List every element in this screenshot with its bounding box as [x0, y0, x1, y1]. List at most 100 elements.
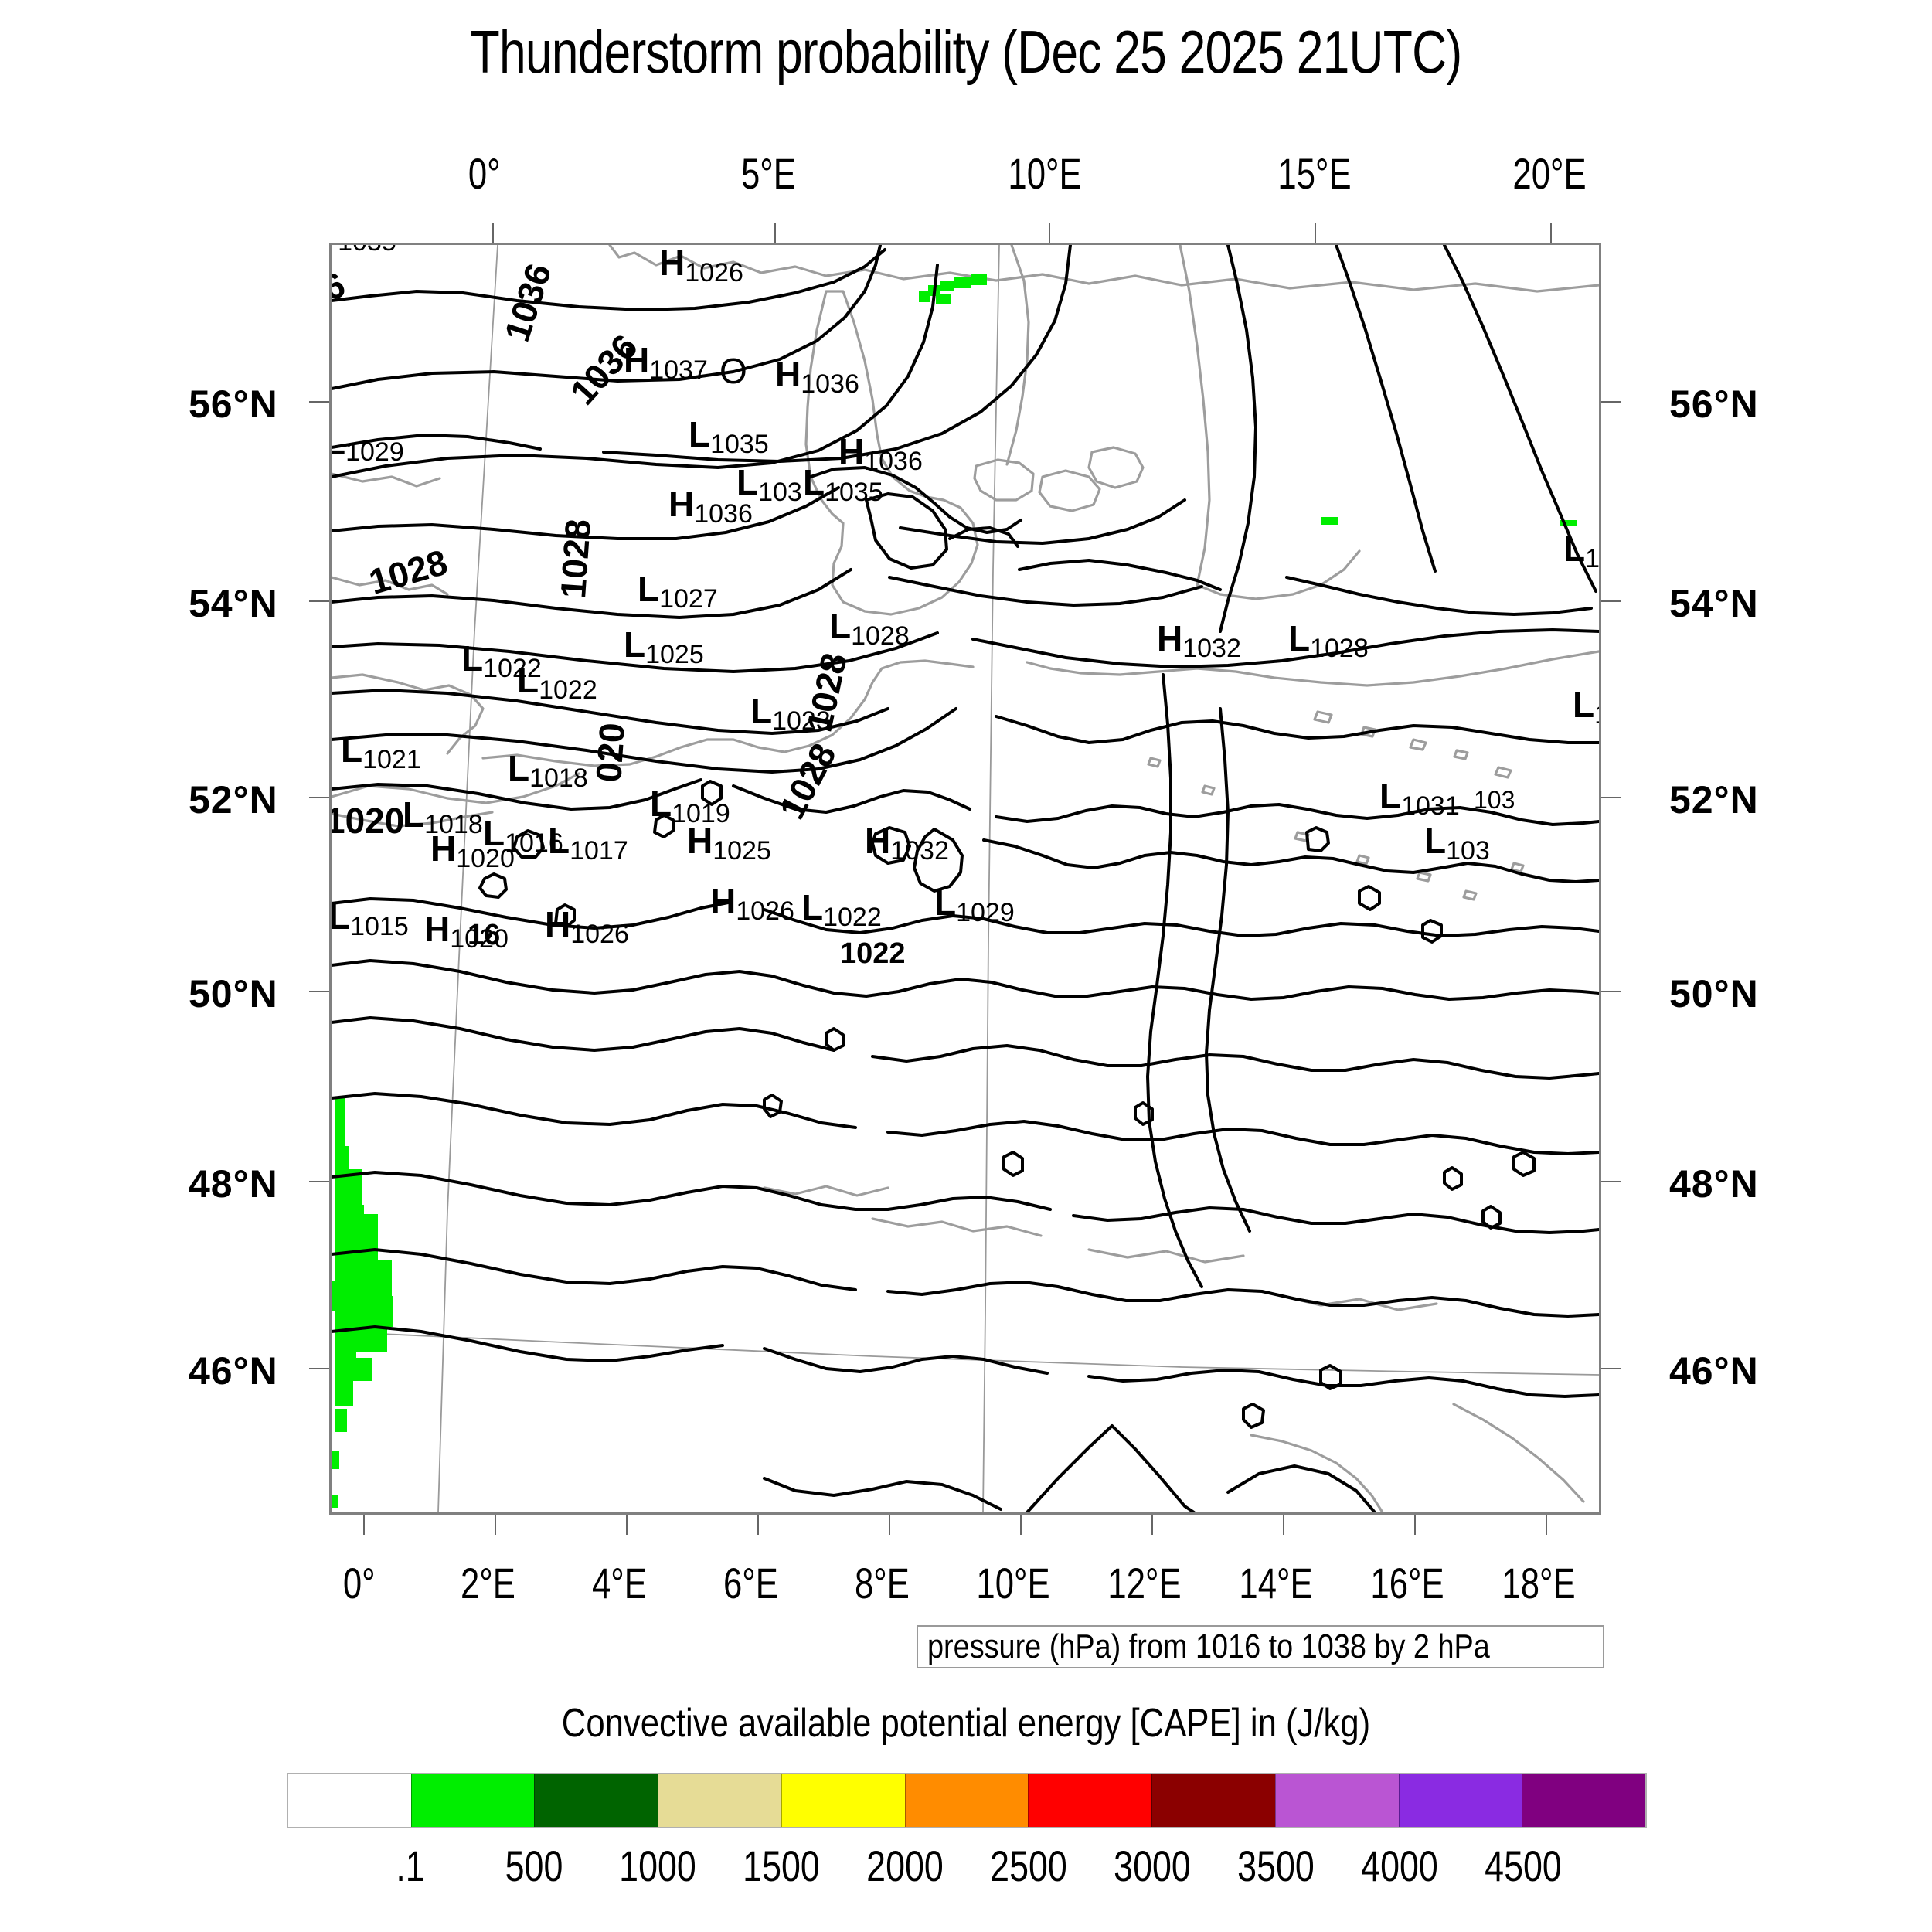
- colorbar-segment-3: [658, 1774, 781, 1827]
- pressure-center-marker: L1021: [341, 730, 421, 774]
- axis-tick-right: [1601, 797, 1621, 798]
- colorbar-segment-9: [1398, 1774, 1522, 1827]
- colorbar-tick-4: 2000: [866, 1842, 944, 1890]
- lat-label-left: 46°N: [189, 1349, 278, 1393]
- pressure-center-marker: H1037: [624, 340, 708, 385]
- pressure-center-marker: 103: [1474, 786, 1515, 814]
- pressure-center-marker: L1028: [1288, 618, 1369, 663]
- pressure-center-marker: L1025: [624, 624, 704, 669]
- axis-tick-bottom: [1151, 1515, 1153, 1535]
- graticule: [332, 245, 1599, 1512]
- axis-tick-top: [492, 223, 494, 243]
- map-plot-area: L1035 L1029 L1021 H1037 O H1036 L1035 H1…: [329, 243, 1601, 1515]
- pressure-center-marker: H1036: [838, 431, 923, 476]
- lat-label-right: 56°N: [1669, 383, 1759, 426]
- axis-tick-bottom: [495, 1515, 496, 1535]
- lon-label-top: 20°E: [1512, 149, 1587, 198]
- pressure-center-marker: H1032: [1157, 618, 1241, 663]
- axis-tick-bottom: [1020, 1515, 1022, 1535]
- colorbar-segment-7: [1151, 1774, 1275, 1827]
- colorbar-segment-0: [288, 1774, 411, 1827]
- pressure-center-marker: H1025: [687, 821, 771, 866]
- contour-label: 1022: [840, 937, 906, 970]
- colorbar-tick-labels: .1 500 1000 1500 2000 2500 3000 3500 4000 4500: [287, 1841, 1647, 1895]
- lat-label-right: 50°N: [1669, 972, 1759, 1015]
- axis-tick-right: [1601, 600, 1621, 602]
- axis-tick-left: [309, 797, 329, 798]
- axis-tick-top: [774, 223, 776, 243]
- axis-tick-right: [1601, 991, 1621, 992]
- lon-label-bottom: 8°E: [854, 1559, 910, 1607]
- colorbar-tick-3: 1500: [743, 1842, 820, 1890]
- colorbar-tick-9: 4500: [1485, 1842, 1562, 1890]
- pressure-center-marker: L1029: [934, 883, 1015, 927]
- pressure-center-marker: L1022: [517, 660, 597, 705]
- cape-colorbar: [287, 1773, 1647, 1828]
- pressure-center-marker: L1016: [483, 813, 563, 858]
- pressure-center-marker: L1018: [403, 794, 483, 839]
- axis-tick-bottom: [889, 1515, 890, 1535]
- axis-tick-left: [309, 600, 329, 602]
- axis-tick-right: [1601, 1368, 1621, 1369]
- pressure-center-marker: L1018: [508, 748, 588, 793]
- lon-label-bottom: 14°E: [1239, 1559, 1313, 1607]
- pressure-center-marker: L1022: [461, 638, 542, 683]
- axis-tick-left: [309, 991, 329, 992]
- lon-label-top: 0°: [468, 149, 501, 198]
- axis-tick-bottom: [1546, 1515, 1547, 1535]
- pressure-center-marker: H1020: [424, 909, 509, 954]
- axis-tick-left: [309, 1181, 329, 1182]
- axis-tick-top: [1049, 223, 1050, 243]
- pressure-center-marker: L1019: [650, 784, 730, 828]
- pressure-center-marker: H1020: [430, 828, 515, 873]
- lat-label-left: 48°N: [189, 1162, 278, 1206]
- pressure-center-marker: L1017: [548, 821, 628, 866]
- pressure-center-marker: H1032: [865, 821, 949, 866]
- colorbar-tick-5: 2500: [990, 1842, 1067, 1890]
- colorbar-segment-2: [534, 1774, 658, 1827]
- pressure-center-marker: O: [719, 351, 747, 391]
- colorbar-tick-2: 1000: [619, 1842, 696, 1890]
- coastlines: [332, 245, 1599, 1512]
- pressure-contours: [332, 245, 1599, 1512]
- lat-label-right: 48°N: [1669, 1162, 1759, 1206]
- lat-label-left: 52°N: [189, 778, 278, 821]
- pressure-center-marker: L1035: [689, 414, 769, 459]
- lat-label-right: 46°N: [1669, 1349, 1759, 1393]
- lon-label-top: 10°E: [1008, 149, 1082, 198]
- pressure-legend-box: pressure (hPa) from 1016 to 1038 by 2 hP…: [917, 1625, 1604, 1668]
- pressure-center-marker: L1023: [750, 691, 831, 736]
- pressure-center-marker: L1022: [801, 887, 882, 932]
- map-graphics: [332, 245, 1599, 1512]
- pressure-center-marker: H1036: [775, 354, 859, 399]
- lon-label-bottom: 10°E: [976, 1559, 1050, 1607]
- lat-label-right: 54°N: [1669, 582, 1759, 625]
- contour-label: 1020: [329, 801, 405, 841]
- pressure-center-marker: L1027: [638, 569, 718, 614]
- lon-label-bottom: 6°E: [723, 1559, 778, 1607]
- lon-label-bottom: 12°E: [1107, 1559, 1182, 1607]
- pressure-center-marker: L10: [1563, 529, 1600, 573]
- page-title: Thunderstorm probability (Dec 25 2025 21…: [470, 18, 1463, 86]
- axis-tick-bottom: [1414, 1515, 1416, 1535]
- pressure-center-marker: H1026: [659, 243, 743, 287]
- pressure-center-marker: L1035: [332, 245, 396, 255]
- axis-tick-left: [309, 401, 329, 403]
- contour-label: 020: [588, 721, 633, 784]
- pressure-center-marker: L1028: [829, 606, 910, 651]
- pressure-center-marker: L1031: [1379, 776, 1460, 821]
- axis-tick-right: [1601, 401, 1621, 403]
- colorbar-tick-8: 4000: [1361, 1842, 1438, 1890]
- axis-tick-left: [309, 1368, 329, 1369]
- colorbar-tick-7: 3500: [1237, 1842, 1315, 1890]
- colorbar-caption: Convective available potential energy [C…: [561, 1701, 1371, 1746]
- lon-label-bottom: 0°: [342, 1559, 376, 1607]
- pressure-center-marker: H1026: [545, 904, 629, 949]
- pressure-legend-text: pressure (hPa) from 1016 to 1038 by 2 hP…: [927, 1628, 1490, 1665]
- pressure-center-marker: L1015: [329, 896, 409, 941]
- pressure-center-marker: L103: [736, 462, 802, 507]
- colorbar-segment-10: [1522, 1774, 1646, 1827]
- contour-label: 1028: [553, 518, 599, 600]
- axis-tick-top: [1550, 223, 1552, 243]
